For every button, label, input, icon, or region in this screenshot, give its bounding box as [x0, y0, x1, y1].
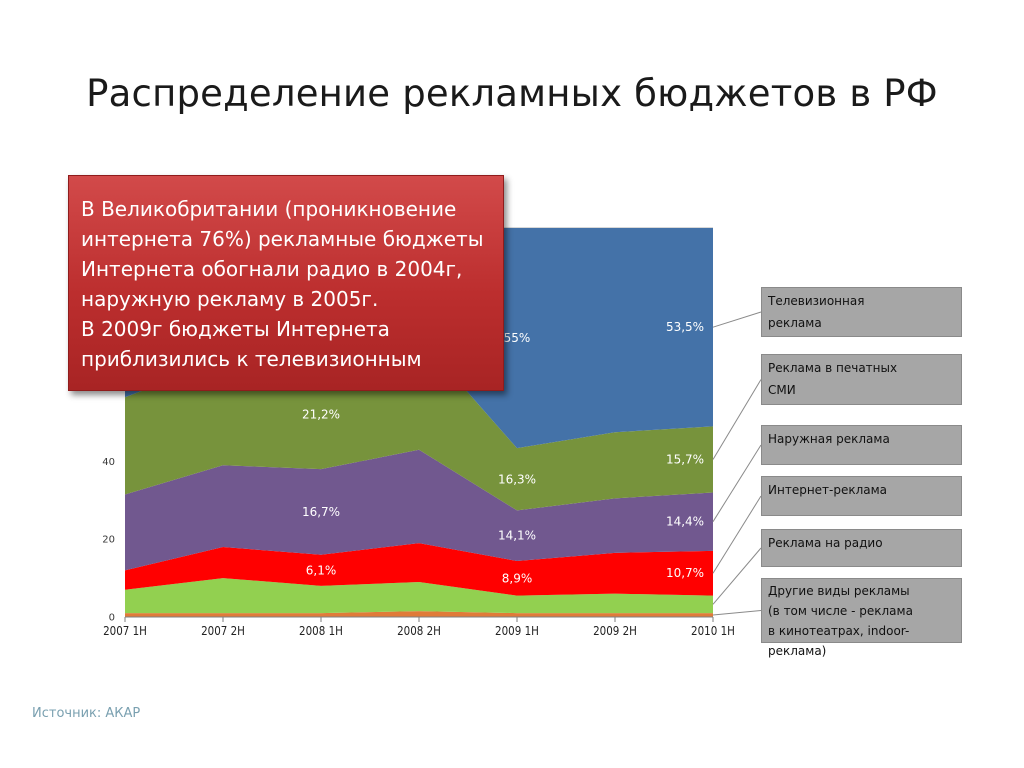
legend-item: Реклама в печатных СМИ: [761, 354, 962, 405]
data-label: 16,3%: [498, 472, 536, 486]
legend-item: Телевизионная реклама: [761, 287, 962, 337]
data-label: 6,1%: [306, 563, 337, 577]
legend-item: Другие виды рекламы (в том числе - рекла…: [761, 578, 962, 658]
leader-line: [712, 444, 762, 522]
chart-areas: [125, 228, 713, 617]
callout-line-2: В 2009г бюджеты Интернета приблизились к…: [81, 317, 422, 371]
legend-item: Наружная реклама: [761, 425, 962, 465]
area-series-0: [125, 611, 713, 617]
y-tick-label: 20: [102, 535, 115, 546]
source-note: Источник: АКАР: [32, 706, 141, 721]
area-series-3: [125, 449, 713, 571]
data-label: 14,1%: [498, 529, 536, 543]
data-label: 55%: [504, 331, 531, 345]
leader-line: [712, 547, 762, 605]
x-tick-label: 2009 1H: [495, 624, 539, 638]
y-tick-label: 0: [109, 613, 115, 624]
x-tick-label: 2007 2H: [201, 624, 245, 638]
leader-line: [712, 610, 762, 616]
slide-title: Распределение рекламных бюджетов в РФ: [86, 72, 938, 115]
callout-note: В Великобритании (проникновение интернет…: [68, 175, 504, 391]
area-series-2: [125, 543, 713, 596]
data-label: 21,2%: [302, 408, 340, 422]
data-label: 8,9%: [502, 571, 533, 585]
data-label: 14,4%: [666, 515, 704, 529]
x-tick-label: 2009 2H: [593, 624, 637, 638]
legend-item: Реклама на радио: [761, 529, 962, 567]
callout-line-1: В Великобритании (проникновение интернет…: [81, 197, 484, 311]
leader-line: [712, 311, 762, 328]
legend-item: Интернет-реклама: [761, 476, 962, 516]
x-tick-label: 2010 1H: [691, 624, 735, 638]
data-label: 15,7%: [666, 452, 704, 466]
area-series-1: [125, 578, 713, 614]
y-tick-label: 40: [102, 457, 115, 468]
leader-line: [712, 495, 762, 574]
x-tick-label: 2008 2H: [397, 624, 441, 638]
x-tick-label: 2008 1H: [299, 624, 343, 638]
data-label: 10,7%: [666, 566, 704, 580]
legend-leader-lines: [712, 311, 762, 616]
x-tick-label: 2007 1H: [103, 624, 147, 638]
data-label: 16,7%: [302, 505, 340, 519]
data-label: 53,5%: [666, 320, 704, 334]
leader-line: [712, 379, 762, 460]
